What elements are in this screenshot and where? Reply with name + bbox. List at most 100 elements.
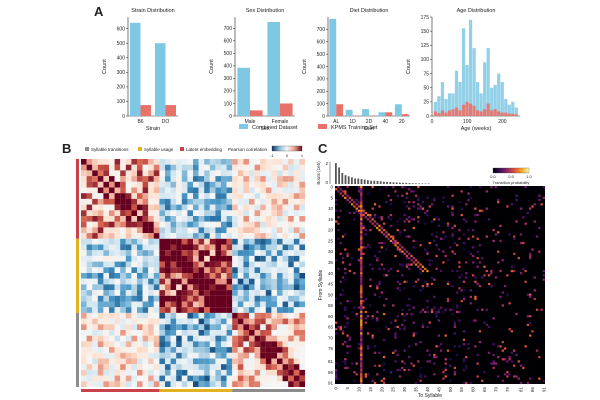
transition-cell — [519, 207, 523, 210]
transition-cell — [353, 306, 356, 309]
transition-cell — [389, 235, 393, 238]
corr-cell — [97, 301, 104, 308]
corr-cell — [293, 261, 300, 268]
corr-cell — [226, 221, 233, 228]
corr-cell — [271, 267, 278, 274]
corr-cell — [120, 204, 126, 211]
transition-cell — [462, 338, 466, 342]
transition-cell — [382, 379, 386, 382]
corr-cell — [109, 227, 115, 234]
corr-cell — [237, 347, 244, 353]
corr-cell — [209, 318, 216, 325]
transition-cell — [371, 267, 374, 270]
transition-cell — [360, 368, 363, 372]
corr-cell — [109, 193, 115, 199]
corr-cell — [265, 227, 272, 234]
corr-cell — [260, 341, 266, 348]
corr-cell — [187, 181, 194, 188]
corr-cell — [165, 301, 171, 308]
corr-cell — [176, 335, 182, 342]
corr-cell — [271, 233, 278, 239]
corr-cell — [254, 164, 261, 171]
corr-cell — [265, 318, 272, 325]
transition-cell — [337, 267, 340, 270]
transition-cell — [398, 244, 402, 247]
corr-cell — [137, 261, 143, 268]
x-axis-label: Sex — [260, 126, 270, 132]
corr-cell — [153, 181, 160, 188]
transition-cell — [440, 306, 443, 309]
corr-cell — [165, 330, 171, 336]
corr-cell — [282, 255, 289, 262]
corr-cell — [114, 250, 121, 256]
transition-cell — [337, 190, 340, 193]
corr-cell — [97, 324, 104, 331]
corr-cell — [226, 181, 233, 188]
corr-cell — [277, 312, 283, 319]
transition-cell — [513, 349, 516, 352]
corr-cell — [277, 261, 283, 268]
transition-cell — [385, 233, 388, 236]
corr-cell — [209, 216, 216, 222]
corr-cell — [282, 216, 289, 222]
transition-cell — [476, 237, 479, 240]
transition-cell — [437, 248, 441, 251]
corr-cell — [232, 210, 238, 217]
corr-cell — [159, 210, 166, 217]
corr-cell — [249, 284, 255, 291]
corr-colorbar — [271, 145, 303, 152]
transition-cell — [346, 351, 349, 354]
corr-cell — [198, 352, 205, 359]
transition-cell — [341, 194, 345, 197]
corr-cell — [92, 238, 98, 245]
transition-cell — [350, 362, 354, 365]
transition-cell — [344, 362, 347, 365]
corr-cell — [97, 238, 104, 245]
corr-cell — [254, 312, 261, 319]
corr-cell — [187, 227, 194, 234]
corr-cell — [249, 347, 255, 353]
transition-cell — [517, 360, 520, 363]
corr-cell — [237, 227, 244, 234]
transition-cell — [433, 306, 436, 309]
x-tick-label: Male — [245, 119, 256, 125]
transition-cell — [371, 317, 374, 320]
panel-letter-c: C — [318, 141, 328, 156]
corr-cell — [193, 233, 199, 239]
transition-cell — [442, 310, 445, 314]
row-tick-label: 35 — [328, 260, 334, 265]
corr-cell — [243, 295, 250, 302]
bar-kpms — [336, 104, 344, 116]
corr-cell — [131, 176, 138, 182]
corr-cell — [103, 324, 110, 331]
corr-cell — [215, 364, 222, 370]
corr-cell — [271, 381, 278, 388]
transition-cell — [414, 263, 418, 266]
transition-cell — [510, 351, 514, 354]
transition-cell — [376, 285, 379, 288]
transition-cell — [476, 265, 479, 268]
legend-label-transitions: Syllable transitions — [91, 147, 129, 152]
transition-cell — [360, 319, 363, 322]
corr-cell — [181, 210, 188, 217]
transition-cell — [382, 338, 386, 342]
transition-cell — [389, 321, 393, 324]
transition-cell — [385, 231, 388, 234]
corr-cell — [254, 238, 261, 245]
corr-colorbar-tick: 1 — [301, 153, 304, 158]
corr-cell — [198, 301, 205, 308]
corr-cell — [142, 375, 149, 382]
corr-cell — [81, 324, 87, 331]
corr-cell — [265, 330, 272, 336]
transition-cell — [501, 379, 504, 382]
corr-cell — [243, 170, 250, 177]
transition-cell — [360, 209, 363, 212]
transition-cell — [531, 248, 534, 251]
transition-cell — [421, 265, 425, 268]
corr-cell — [237, 324, 244, 331]
corr-cell — [215, 187, 222, 194]
transition-cell — [401, 250, 404, 253]
corr-cell — [120, 278, 126, 285]
legend-swatch-usage — [138, 147, 142, 151]
corr-cell — [187, 238, 194, 245]
